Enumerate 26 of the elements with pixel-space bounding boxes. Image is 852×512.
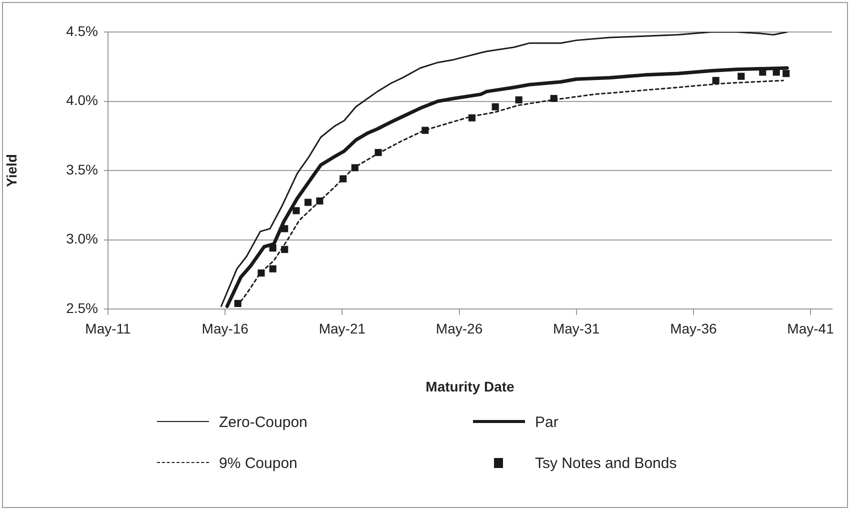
point xyxy=(738,72,745,80)
point xyxy=(492,103,499,110)
x-tick-label: May-31 xyxy=(552,320,600,336)
y-tick-label: 2.5% xyxy=(66,300,98,316)
legend-label: Par xyxy=(535,414,558,430)
legend-label: 9% Coupon xyxy=(219,454,298,472)
legend-label: Zero-Coupon xyxy=(219,414,308,430)
y-tick-label: 3.5% xyxy=(66,161,98,178)
legend-label: Tsy Notes and Bonds xyxy=(535,454,677,472)
y-tick-label: 4.5% xyxy=(66,22,98,39)
x-tick-label: May-36 xyxy=(670,320,718,336)
point xyxy=(712,76,720,84)
x-tick-label: May-11 xyxy=(85,320,132,336)
point xyxy=(304,198,312,206)
x-tick-label: May-26 xyxy=(436,320,483,336)
x-axis-title: Maturity Date xyxy=(426,378,515,394)
point xyxy=(292,207,300,214)
x-tick-label: May-16 xyxy=(202,320,249,336)
point xyxy=(269,265,276,272)
y-tick-label: 3.0% xyxy=(66,230,98,247)
y-tick-label: 4.0% xyxy=(66,92,98,108)
y-axis-title: Yield xyxy=(3,154,20,187)
point xyxy=(515,96,522,104)
point xyxy=(782,70,790,78)
x-tick-label: May-21 xyxy=(318,320,366,336)
x-tick-label: May-41 xyxy=(787,320,834,336)
